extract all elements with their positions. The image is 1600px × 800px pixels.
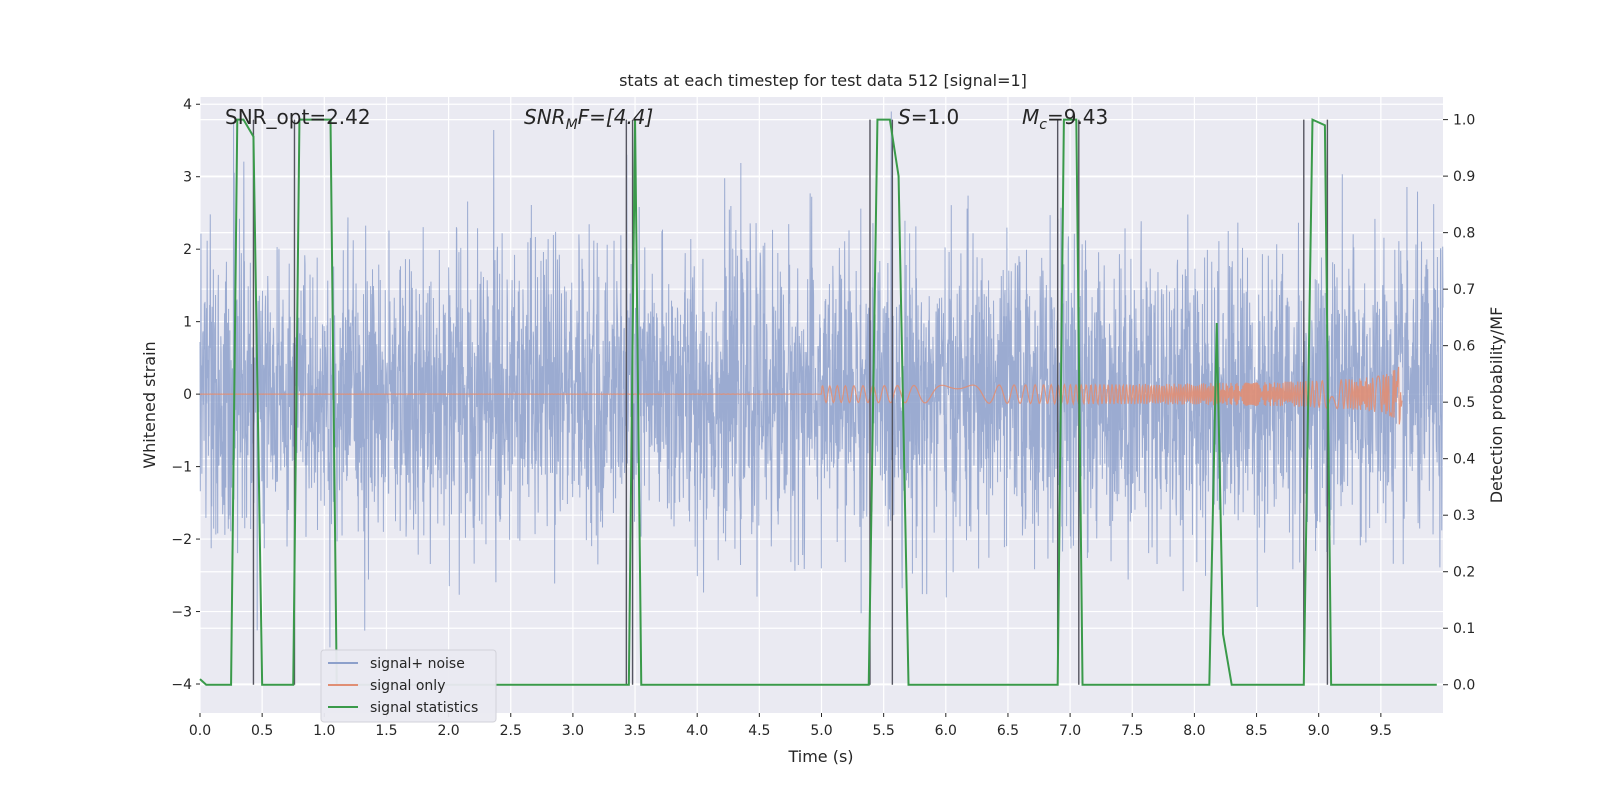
x-tick-label: 2.0 xyxy=(437,723,459,739)
x-tick-label: 5.5 xyxy=(873,723,895,739)
x-tick-label: 7.5 xyxy=(1121,723,1143,739)
y-axis-left-ticks: −4 −3 −2 −1 0 1 2 3 4 xyxy=(171,97,200,693)
y-right-tick-label: 0.7 xyxy=(1453,282,1475,298)
s-var: S xyxy=(898,105,911,129)
annotation-snr-opt: SNR_opt=2.42 xyxy=(225,105,371,129)
x-tick-label: 0.5 xyxy=(251,723,273,739)
y-right-tick-label: 1.0 xyxy=(1453,113,1475,129)
series-signal-only xyxy=(199,366,1403,425)
chart-title: stats at each timestep for test data 512… xyxy=(619,71,1027,90)
x-tick-label: 8.0 xyxy=(1183,723,1205,739)
x-tick-label: 2.5 xyxy=(500,723,522,739)
y-left-tick-label: 2 xyxy=(183,242,192,258)
x-tick-label: 6.5 xyxy=(997,723,1019,739)
mc-sub: c xyxy=(1039,117,1047,133)
x-tick-label: 5.0 xyxy=(810,723,832,739)
y-axis-right-ticks: 0.0 0.1 0.2 0.3 0.4 0.5 0.6 0.7 0.8 0.9 1.0 xyxy=(1443,113,1475,694)
y-axis-right-label: Detection probability/MF xyxy=(1487,307,1506,504)
y-left-tick-label: 0 xyxy=(183,387,192,403)
x-tick-label: 9.5 xyxy=(1370,723,1392,739)
y-right-tick-label: 0.5 xyxy=(1453,395,1475,411)
x-tick-label: 4.0 xyxy=(686,723,708,739)
x-tick-label: 1.5 xyxy=(375,723,397,739)
legend-label-noise: signal+ noise xyxy=(370,656,465,672)
annotation-s: S=1.0 xyxy=(898,105,959,129)
annotation-mc: Mc=9.43 xyxy=(1022,105,1108,133)
y-left-tick-label: 3 xyxy=(183,170,192,186)
y-right-tick-label: 0.0 xyxy=(1453,678,1475,694)
x-tick-label: 8.5 xyxy=(1245,723,1267,739)
x-tick-label: 4.5 xyxy=(748,723,770,739)
snr-mf-base: SNR xyxy=(524,105,566,129)
y-right-tick-label: 0.8 xyxy=(1453,226,1475,242)
y-left-tick-label: 1 xyxy=(183,315,192,331)
x-tick-label: 3.5 xyxy=(624,723,646,739)
x-tick-label: 7.0 xyxy=(1059,723,1081,739)
y-left-tick-label: −1 xyxy=(171,460,192,476)
y-right-tick-label: 0.1 xyxy=(1453,621,1475,637)
y-right-tick-label: 0.3 xyxy=(1453,508,1475,524)
y-right-tick-label: 0.9 xyxy=(1453,169,1475,185)
legend-label-stats: signal statistics xyxy=(370,700,478,716)
s-rest: =1.0 xyxy=(911,105,960,129)
y-left-tick-label: −4 xyxy=(171,677,192,693)
y-axis-left-label: Whitened strain xyxy=(140,341,159,468)
x-axis-ticks: 0.0 0.5 1.0 1.5 2.0 2.5 3.0 3.5 4.0 4.5 5.0 5.5 6.0 6… xyxy=(189,713,1392,739)
mc-rest: =9.43 xyxy=(1047,105,1108,129)
x-axis-label: Time (s) xyxy=(787,747,853,766)
legend-label-signal: signal only xyxy=(370,678,445,694)
signal-trace xyxy=(199,366,1403,425)
snr-mf-sub: M xyxy=(566,117,578,133)
x-tick-label: 9.0 xyxy=(1308,723,1330,739)
x-tick-label: 0.0 xyxy=(189,723,211,739)
y-right-tick-label: 0.2 xyxy=(1453,565,1475,581)
legend: signal+ noise signal only signal statist… xyxy=(320,649,497,723)
y-left-tick-label: 4 xyxy=(183,97,192,113)
y-left-tick-label: −2 xyxy=(171,532,192,548)
y-right-tick-label: 0.4 xyxy=(1453,452,1475,468)
x-tick-label: 6.0 xyxy=(935,723,957,739)
legend-box xyxy=(320,649,497,723)
snr-mf-rest: F=[4.4] xyxy=(578,105,654,129)
y-right-tick-label: 0.6 xyxy=(1453,339,1475,355)
annotation-snr-mf: SNRMF=[4.4] xyxy=(524,105,653,133)
x-tick-label: 1.0 xyxy=(313,723,335,739)
y-left-tick-label: −3 xyxy=(171,605,192,621)
x-tick-label: 3.0 xyxy=(562,723,584,739)
mc-var: M xyxy=(1022,105,1039,129)
